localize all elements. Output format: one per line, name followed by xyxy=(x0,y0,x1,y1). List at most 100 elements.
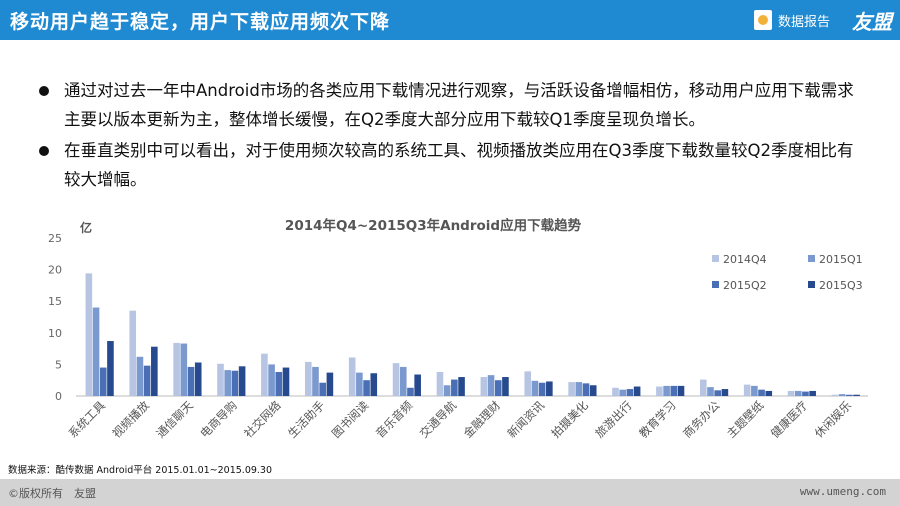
bar xyxy=(846,394,853,396)
x-tick-label: 交通导航 xyxy=(417,398,460,441)
bar xyxy=(224,370,232,396)
x-tick-label: 社交网络 xyxy=(241,398,284,441)
bar xyxy=(173,342,180,396)
bar xyxy=(92,307,100,396)
bar xyxy=(575,382,583,396)
bar xyxy=(282,367,290,396)
bullet-dot-icon xyxy=(39,86,49,96)
bullet-text: 通过对过去一年中Android市场的各类应用下载情况进行观察，与活跃设备增幅相仿… xyxy=(64,81,854,129)
x-tick-label: 通信聊天 xyxy=(153,398,196,441)
page-title: 移动用户趋于稳定，用户下载应用频次下降 xyxy=(10,11,391,33)
bar xyxy=(794,390,802,396)
bar xyxy=(758,389,765,396)
bar xyxy=(487,375,495,396)
copyright-text: ©版权所有 友盟 xyxy=(8,487,96,500)
bar xyxy=(187,366,195,396)
bar xyxy=(524,371,532,396)
bar xyxy=(721,389,729,396)
bar xyxy=(363,380,370,396)
bar xyxy=(633,386,641,396)
bar xyxy=(85,273,93,396)
bar xyxy=(129,310,137,396)
bar xyxy=(356,372,363,396)
bullet-dot-icon xyxy=(39,146,49,156)
x-tick-label: 旅游出行 xyxy=(592,398,634,440)
x-tick-label: 拍摄美化 xyxy=(548,398,591,441)
bar xyxy=(458,377,465,396)
legend-swatch xyxy=(712,281,719,288)
bar xyxy=(231,370,239,396)
bar xyxy=(451,379,458,396)
bar xyxy=(589,385,597,396)
bar xyxy=(268,364,275,396)
legend-swatch xyxy=(808,255,815,262)
report-icon xyxy=(753,10,772,30)
bar xyxy=(663,385,670,396)
x-tick-label: 电商导购 xyxy=(197,398,239,440)
bar xyxy=(370,373,378,396)
x-tick-label: 商务办公 xyxy=(680,398,723,441)
bullet-text: 在垂直类别中可以看出，对于使用频次较高的系统工具、视频播放类应用在Q3季度下载数… xyxy=(64,141,854,189)
bar xyxy=(626,389,634,396)
bar xyxy=(612,387,619,396)
y-tick-label: 20 xyxy=(48,264,62,277)
bar xyxy=(502,377,509,396)
bar xyxy=(304,361,312,396)
bar xyxy=(531,380,539,396)
bar xyxy=(582,383,590,396)
bar xyxy=(436,371,444,396)
bar xyxy=(809,390,816,396)
bar xyxy=(414,374,421,396)
legend-label: 2014Q4 xyxy=(723,253,767,266)
bar xyxy=(494,380,502,396)
bar xyxy=(319,382,326,396)
bullet-item: 通过对过去一年中Android市场的各类应用下载情况进行观察，与活跃设备增幅相仿… xyxy=(38,76,868,134)
footer-url: www.umeng.com xyxy=(799,485,886,498)
download-trend-chart: 2014年Q4~2015Q3年Android应用下载趋势 亿 0 5 10 15 20 25 系… xyxy=(48,217,868,441)
bar xyxy=(143,365,151,396)
bar xyxy=(238,366,246,396)
y-tick-label: 0 xyxy=(55,390,62,403)
bullet-list: 通过对过去一年中Android市场的各类应用下载情况进行观察，与活跃设备增幅相仿… xyxy=(38,76,868,196)
bar xyxy=(765,390,773,396)
bar xyxy=(261,353,268,396)
bar xyxy=(751,385,758,396)
bar xyxy=(443,385,451,396)
x-tick-label: 主题壁纸 xyxy=(724,398,767,441)
bar xyxy=(538,382,546,396)
x-tick-label: 新闻资讯 xyxy=(505,398,548,441)
bar xyxy=(802,391,809,396)
x-tick-label: 音乐音频 xyxy=(373,398,416,441)
y-axis-unit-label: 亿 xyxy=(80,220,92,235)
bullet-item: 在垂直类别中可以看出，对于使用频次较高的系统工具、视频播放类应用在Q3季度下载数… xyxy=(38,136,868,194)
legend-label: 2015Q2 xyxy=(723,279,767,292)
x-tick-label: 教育学习 xyxy=(636,398,678,440)
header-bar: 移动用户趋于稳定，用户下载应用频次下降 数据报告 友盟 xyxy=(0,0,900,40)
bar xyxy=(399,366,407,396)
legend-label: 2015Q3 xyxy=(819,279,863,292)
bar xyxy=(194,362,202,396)
y-tick-label: 5 xyxy=(55,358,62,371)
y-tick-label: 15 xyxy=(48,295,62,308)
bar xyxy=(326,372,334,396)
x-tick-label: 视频播放 xyxy=(110,398,153,441)
y-tick-label: 25 xyxy=(48,232,62,245)
bar xyxy=(312,366,319,396)
header-brand-area: 数据报告 友盟 xyxy=(753,6,892,34)
chart-title: 2014年Q4~2015Q3年Android应用下载趋势 xyxy=(285,217,582,234)
bar xyxy=(743,384,751,396)
bar xyxy=(853,394,860,396)
bar xyxy=(670,385,678,396)
legend-label: 2015Q1 xyxy=(819,253,863,266)
data-source-note: 数据来源：酷传数据 Android平台 2015.01.01~2015.09.3… xyxy=(8,465,273,476)
bar xyxy=(831,394,839,396)
x-tick-label: 系统工具 xyxy=(66,398,109,441)
bar xyxy=(656,386,663,396)
bar xyxy=(699,379,707,396)
bar xyxy=(707,387,714,396)
y-tick-label: 10 xyxy=(48,327,62,340)
footer-bar: ©版权所有 友盟 www.umeng.com xyxy=(0,479,900,506)
bar xyxy=(99,367,107,396)
bar xyxy=(151,346,158,396)
bar xyxy=(348,357,356,396)
